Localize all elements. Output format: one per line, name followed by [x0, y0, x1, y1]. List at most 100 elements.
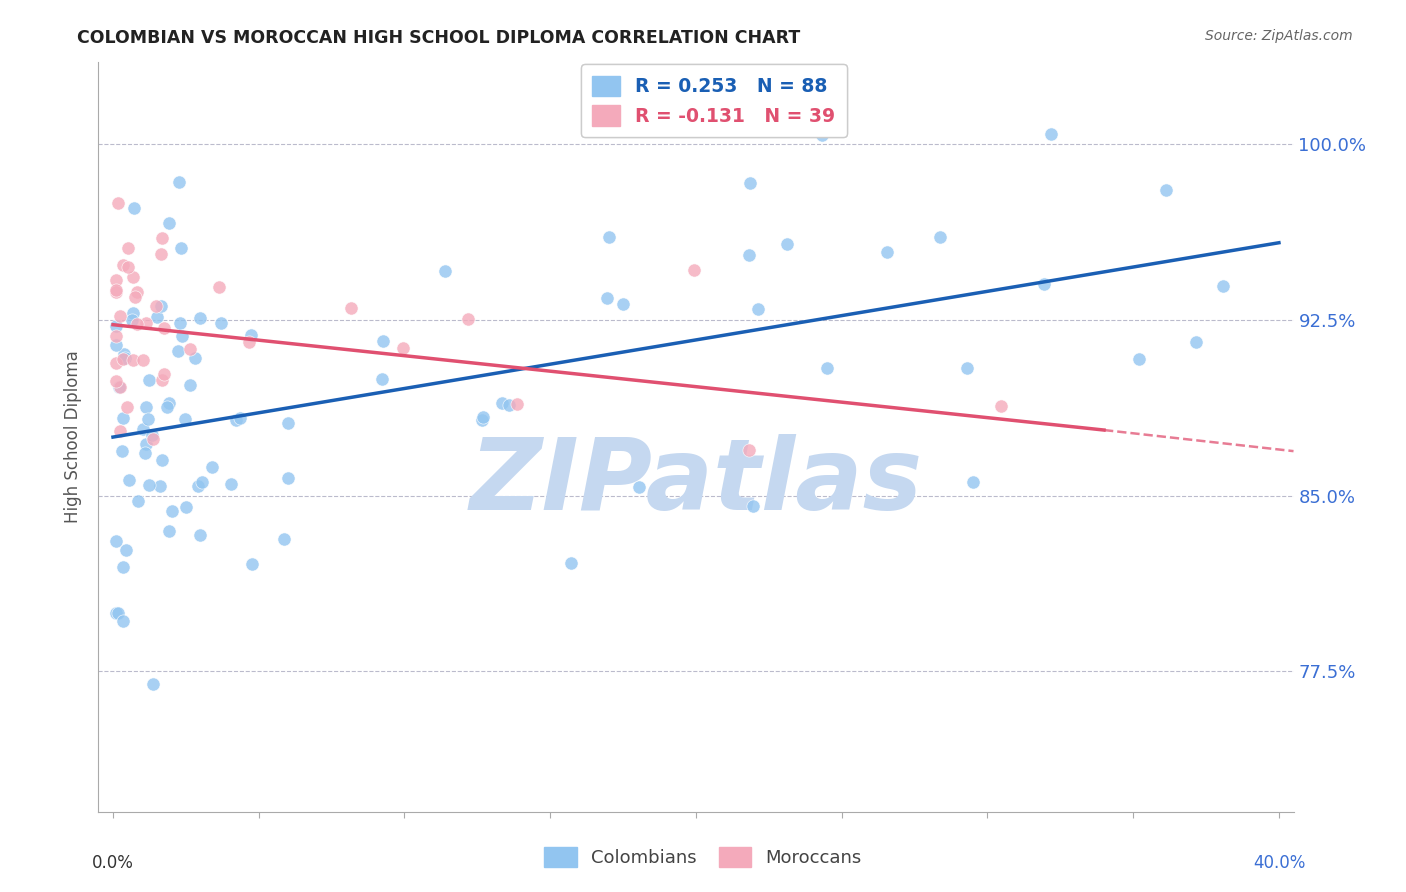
Point — [391, 341, 413, 355]
Point — [142, 432, 165, 446]
Point — [157, 216, 180, 230]
Legend: R = 0.253   N = 88, R = -0.131   N = 39: R = 0.253 N = 88, R = -0.131 N = 39 — [581, 64, 846, 137]
Point — [596, 291, 619, 305]
Point — [737, 443, 759, 458]
Text: ZIPatlas: ZIPatlas — [470, 434, 922, 531]
Point — [135, 437, 157, 451]
Point — [150, 247, 173, 261]
Point — [472, 409, 495, 424]
Point — [186, 479, 208, 493]
Point — [811, 128, 834, 143]
Point — [191, 475, 214, 489]
Point — [153, 321, 176, 335]
Point — [107, 195, 129, 210]
Point — [277, 416, 299, 430]
Point — [124, 290, 146, 304]
Point — [962, 475, 984, 490]
Point — [146, 310, 169, 325]
Point — [157, 396, 180, 410]
Point — [201, 460, 224, 475]
Point — [104, 283, 127, 297]
Point — [747, 301, 769, 316]
Point — [157, 524, 180, 539]
Point — [738, 247, 761, 261]
Point — [117, 241, 139, 255]
Point — [132, 422, 155, 436]
Point — [1033, 277, 1056, 291]
Point — [815, 360, 838, 375]
Point — [112, 347, 135, 361]
Point — [174, 412, 197, 426]
Point — [876, 244, 898, 259]
Point — [491, 396, 513, 410]
Point — [112, 614, 135, 628]
Point — [132, 353, 155, 368]
Point — [560, 556, 582, 570]
Point — [118, 473, 141, 487]
Point — [990, 399, 1012, 413]
Point — [111, 411, 134, 425]
Point — [169, 175, 191, 189]
Point — [208, 280, 231, 294]
Point — [340, 301, 363, 315]
Point — [742, 499, 765, 513]
Point — [104, 338, 127, 352]
Point — [1040, 127, 1063, 141]
Point — [150, 452, 173, 467]
Point — [104, 285, 127, 300]
Point — [433, 263, 456, 277]
Point — [136, 412, 159, 426]
Point — [238, 334, 260, 349]
Point — [104, 328, 127, 343]
Point — [1128, 351, 1150, 366]
Point — [170, 241, 193, 255]
Point — [104, 319, 127, 334]
Point — [776, 237, 799, 252]
Point — [112, 258, 135, 272]
Text: COLOMBIAN VS MOROCCAN HIGH SCHOOL DIPLOMA CORRELATION CHART: COLOMBIAN VS MOROCCAN HIGH SCHOOL DIPLOM… — [77, 29, 800, 46]
Point — [188, 311, 211, 326]
Text: 0.0%: 0.0% — [91, 854, 134, 871]
Point — [121, 313, 143, 327]
Point — [104, 273, 127, 287]
Point — [929, 229, 952, 244]
Point — [156, 400, 179, 414]
Point — [150, 373, 173, 387]
Y-axis label: High School Diploma: High School Diploma — [65, 351, 83, 524]
Point — [955, 361, 977, 376]
Point — [277, 471, 299, 485]
Point — [111, 559, 134, 574]
Point — [598, 230, 620, 244]
Point — [221, 476, 243, 491]
Point — [115, 400, 138, 414]
Point — [1184, 334, 1206, 349]
Point — [150, 231, 173, 245]
Point — [1154, 183, 1177, 197]
Point — [506, 397, 529, 411]
Point — [134, 446, 156, 460]
Text: Source: ZipAtlas.com: Source: ZipAtlas.com — [1205, 29, 1353, 43]
Point — [738, 176, 761, 190]
Point — [138, 373, 160, 387]
Point — [628, 480, 651, 494]
Point — [121, 353, 143, 368]
Point — [145, 300, 167, 314]
Point — [229, 410, 252, 425]
Point — [125, 318, 148, 332]
Point — [169, 316, 191, 330]
Point — [612, 297, 634, 311]
Point — [138, 478, 160, 492]
Point — [134, 316, 156, 330]
Point — [471, 412, 494, 426]
Point — [149, 479, 172, 493]
Point — [225, 413, 247, 427]
Point — [166, 344, 188, 359]
Point — [188, 527, 211, 541]
Legend: Colombians, Moroccans: Colombians, Moroccans — [537, 839, 869, 874]
Point — [1212, 278, 1234, 293]
Point — [457, 312, 479, 326]
Point — [170, 329, 193, 343]
Point — [127, 494, 149, 508]
Point — [104, 534, 127, 549]
Point — [370, 372, 392, 386]
